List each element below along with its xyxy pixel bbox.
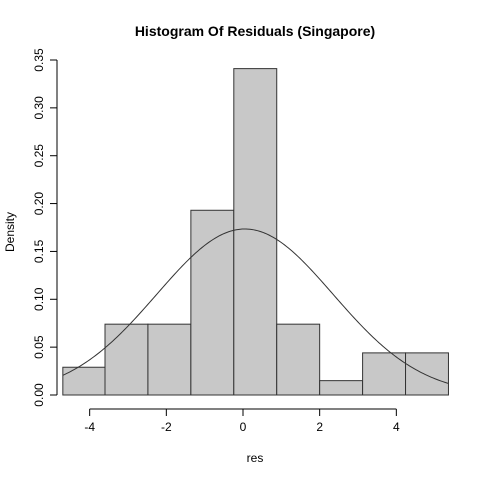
histogram-bar-2 (104, 323, 149, 396)
bars-group (62, 68, 449, 396)
y-tick-label-5: 0.20 (32, 192, 46, 216)
x-tick-label-5: 4 (393, 420, 400, 434)
histogram-bar-4 (190, 209, 235, 396)
y-tick-label-2: 0.05 (32, 335, 46, 359)
x-tick-label-1: -4 (84, 420, 95, 434)
histogram-bar-5 (233, 68, 278, 396)
y-tick-label-1: 0.00 (32, 383, 46, 407)
normal-curve (62, 228, 449, 384)
histogram-bar-6 (276, 323, 321, 396)
y-tick-label-4: 0.15 (32, 239, 46, 263)
histogram-bar-3 (147, 323, 192, 396)
histogram-bar-7 (319, 380, 364, 396)
y-axis-label: Density (3, 212, 17, 252)
x-axis: -4 -2 0 2 4 (84, 408, 400, 434)
y-axis: 0.00 0.05 0.10 0.15 0.20 0.25 0.30 0.35 (32, 48, 58, 407)
y-tick-label-6: 0.25 (32, 144, 46, 168)
x-tick-label-4: 2 (316, 420, 323, 434)
y-tick-label-3: 0.10 (32, 287, 46, 311)
chart-title: Histogram Of Residuals (Singapore) (135, 23, 375, 39)
histogram-bar-9 (405, 352, 449, 396)
histogram-bar-1 (62, 366, 106, 396)
y-tick-label-7: 0.30 (32, 96, 46, 120)
x-axis-label: res (247, 451, 264, 465)
histogram-bar-8 (362, 352, 407, 396)
x-tick-label-2: -2 (161, 420, 172, 434)
x-tick-label-3: 0 (240, 420, 247, 434)
y-tick-label-8: 0.35 (32, 48, 46, 72)
